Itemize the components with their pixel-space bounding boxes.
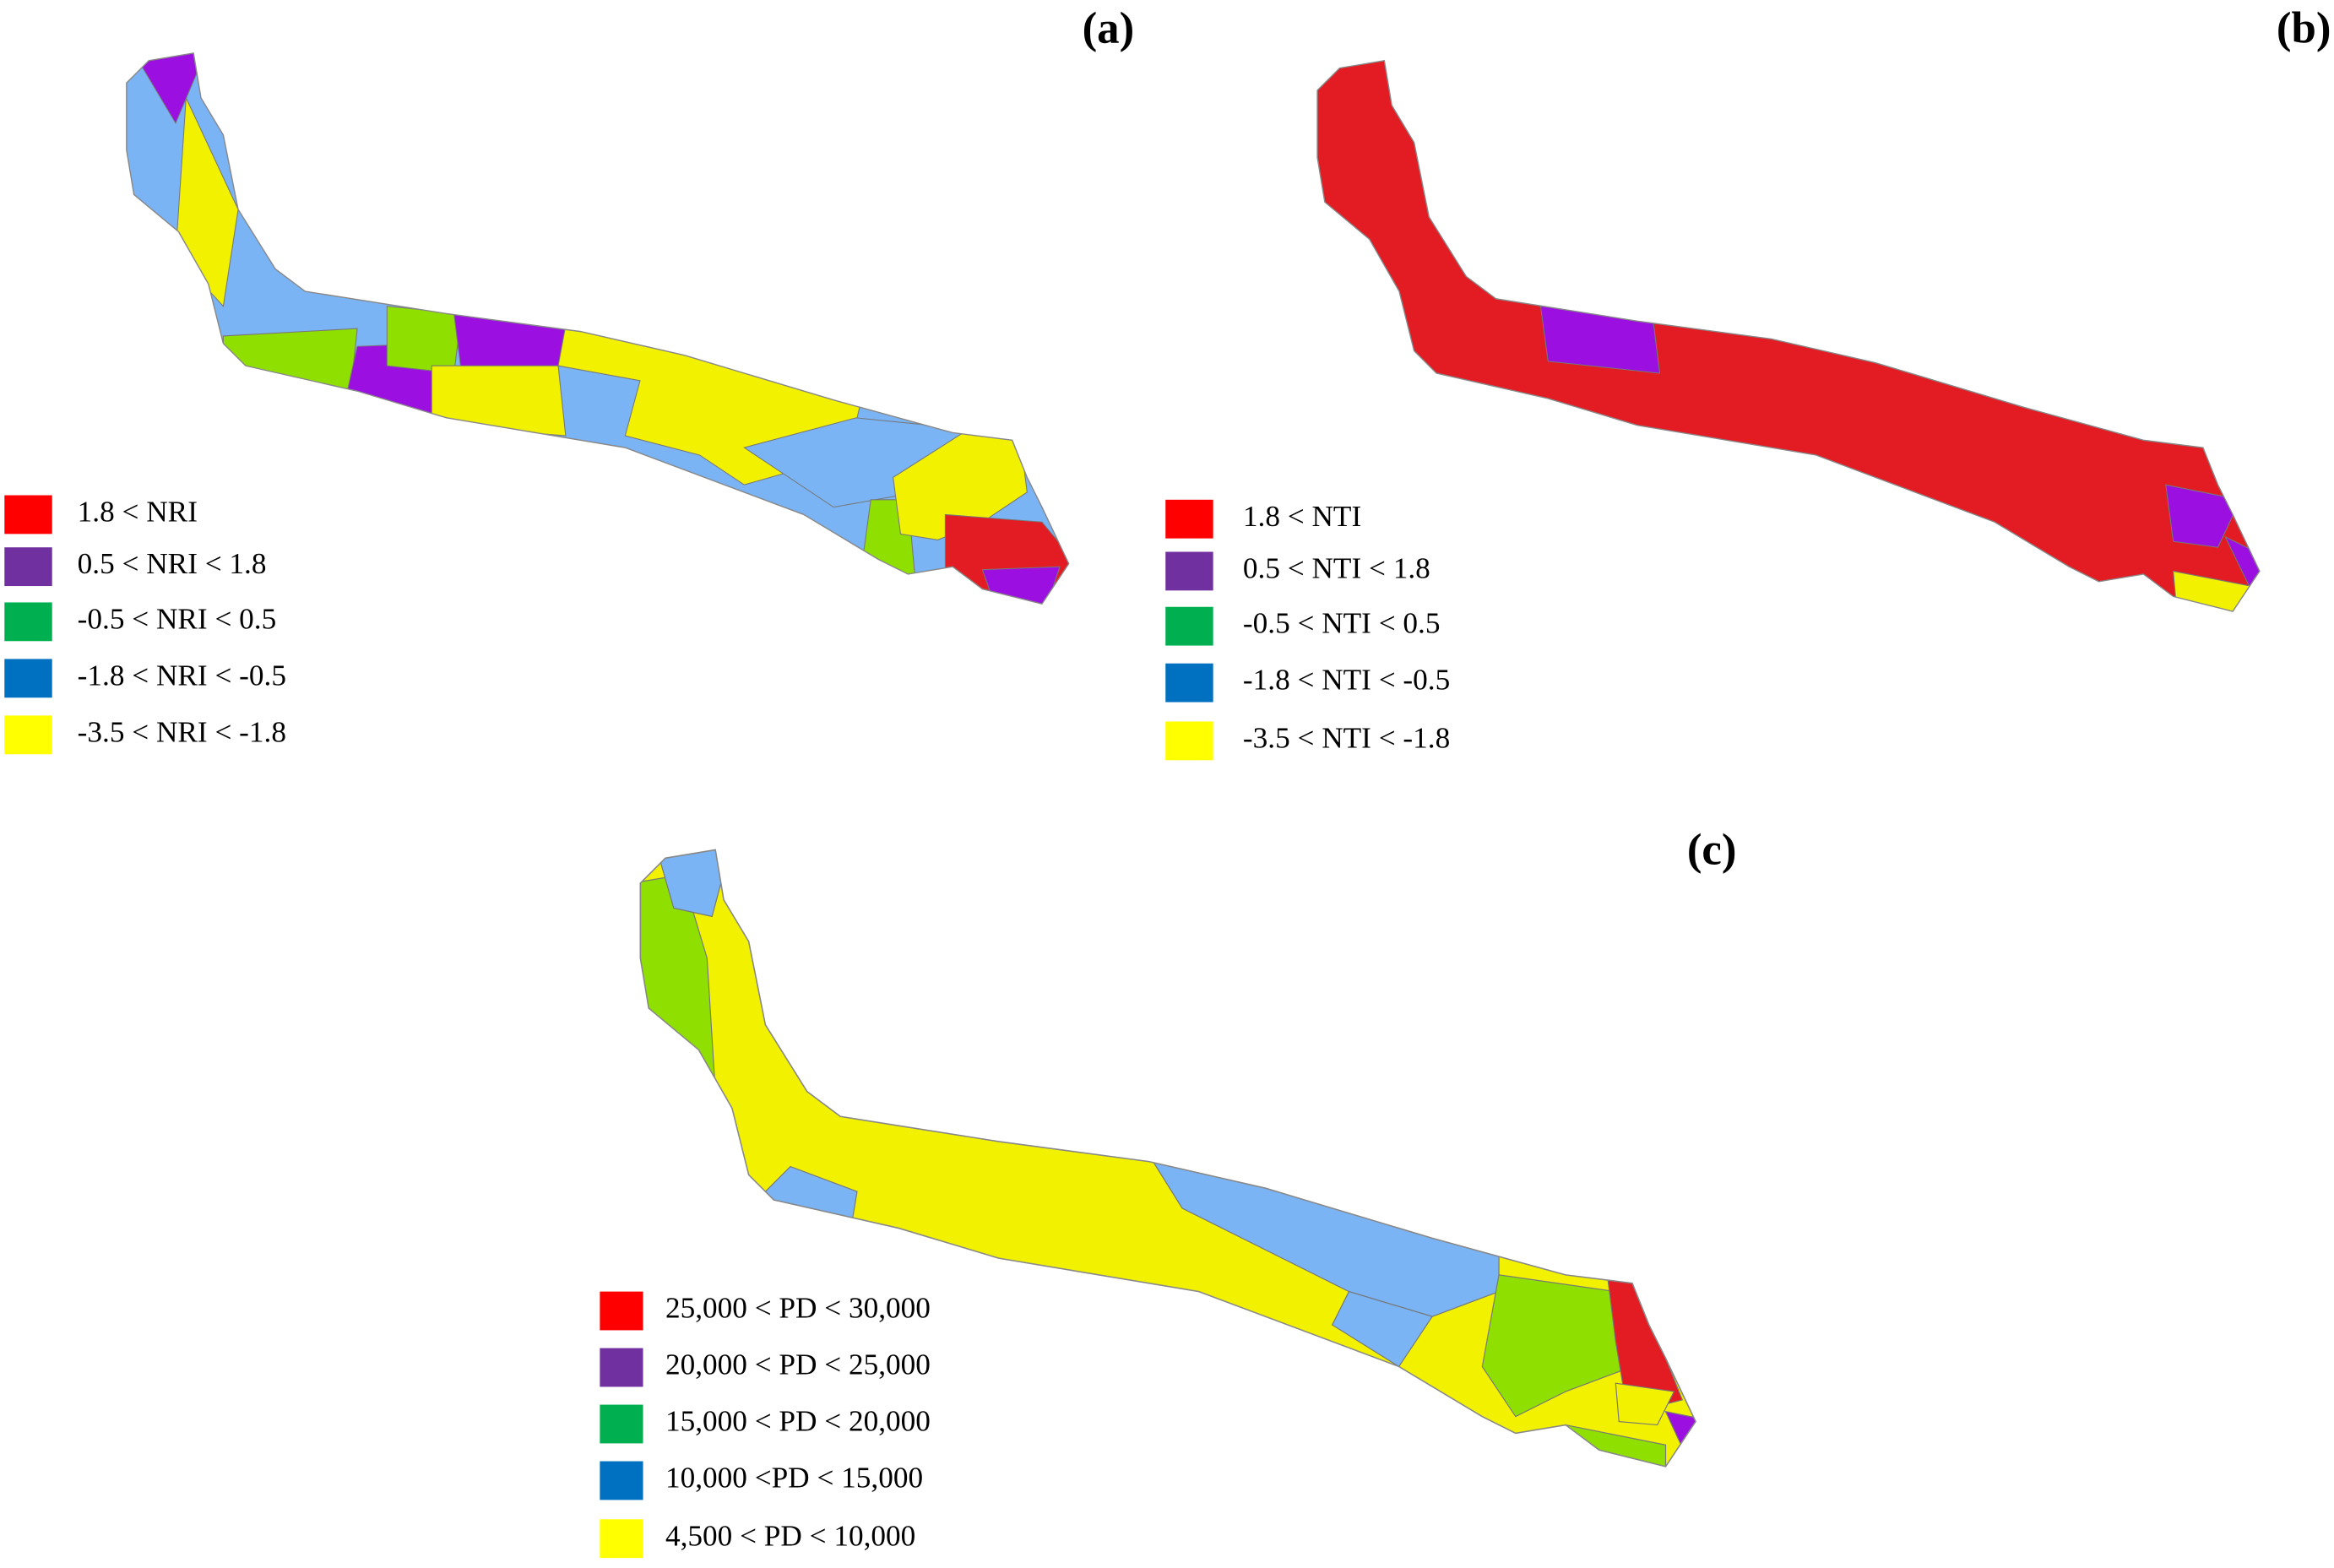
legend-swatch: [600, 1291, 643, 1331]
legend-swatch: [4, 715, 52, 755]
legend-swatch: [1165, 663, 1213, 703]
legend-swatch: [4, 495, 52, 534]
legend-swatch: [1165, 606, 1213, 646]
map-c: [639, 849, 1697, 1468]
legend-swatch: [600, 1461, 643, 1500]
legend-label: 4,500 < PD < 10,000: [665, 1519, 915, 1552]
map-b: [1316, 59, 2261, 612]
panel-label: (c): [1687, 826, 1737, 875]
legend-label: -3.5 < NRI < -1.8: [78, 715, 286, 748]
legend-swatch: [4, 547, 52, 587]
legend-label: 15,000 < PD < 20,000: [665, 1405, 931, 1438]
legend-label: 20,000 < PD < 25,000: [665, 1348, 931, 1381]
legend-label: 0.5 < NRI < 1.8: [78, 547, 267, 580]
legend-label: -1.8 < NTI < -0.5: [1243, 664, 1450, 697]
legend-swatch: [1165, 499, 1213, 539]
legend-swatch: [1165, 551, 1213, 591]
legend-label: -0.5 < NTI < 0.5: [1243, 607, 1441, 640]
legend-swatch: [4, 602, 52, 642]
legend-label: -1.8 < NRI < -0.5: [78, 659, 286, 692]
legend-label: 1.8 < NRI: [78, 496, 198, 529]
map-a: [125, 52, 1070, 605]
legend-label: 1.8 < NTI: [1243, 500, 1361, 533]
legend-label: 0.5 < NTI < 1.8: [1243, 552, 1430, 585]
legend-label: -3.5 < NTI < -1.8: [1243, 721, 1450, 754]
legend-swatch: [600, 1519, 643, 1559]
panel-label: (a): [1083, 4, 1135, 53]
legend-swatch: [4, 659, 52, 698]
legend-swatch: [600, 1404, 643, 1444]
legend-label: -0.5 < NRI < 0.5: [78, 602, 277, 635]
legend-label: 25,000 < PD < 30,000: [665, 1292, 931, 1325]
legend-label: 10,000 <PD < 15,000: [665, 1462, 923, 1495]
legend-swatch: [1165, 721, 1213, 761]
panel-label: (b): [2277, 4, 2331, 53]
legend-swatch: [600, 1348, 643, 1387]
